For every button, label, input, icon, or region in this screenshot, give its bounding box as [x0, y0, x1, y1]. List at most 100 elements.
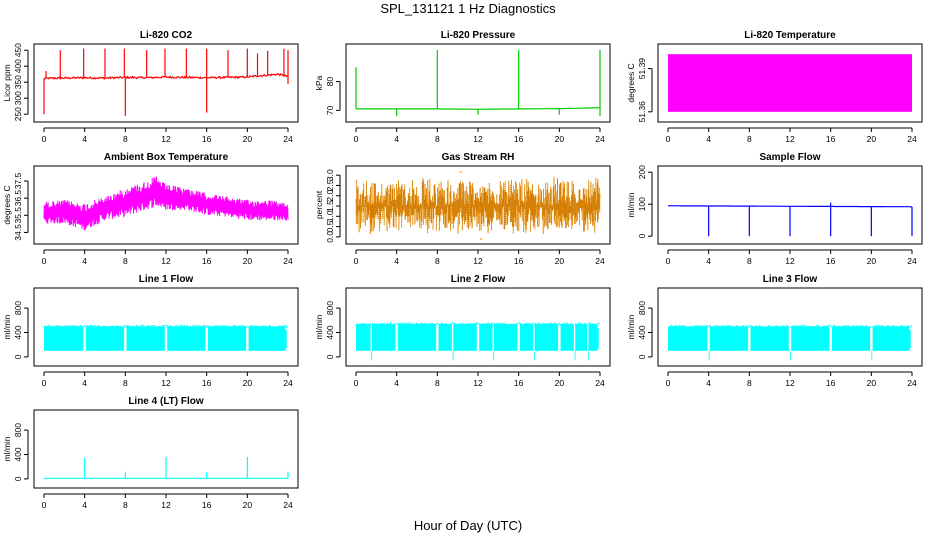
y-tick-label: 0 [325, 354, 335, 359]
chart-title: Line 1 Flow [139, 274, 194, 285]
x-tick-label: 16 [514, 378, 524, 388]
data-band [438, 323, 477, 351]
chart-title: Line 3 Flow [763, 274, 818, 285]
x-tick-label: 8 [747, 134, 752, 144]
chart-panel: Line 1 Flow ml/min 0 4 8 12 16 20 24 0 400 800 [2, 274, 299, 388]
chart-title: Li-820 Temperature [744, 30, 836, 41]
y-axis-label: ml/min [2, 436, 12, 461]
x-tick-label: 4 [82, 256, 87, 266]
data-band [791, 326, 830, 351]
x-tick-label: 20 [243, 378, 253, 388]
chart-title: Ambient Box Temperature [104, 152, 229, 163]
data-group [355, 171, 601, 240]
data-point [459, 171, 462, 174]
data-group [355, 49, 601, 117]
data-group [355, 321, 601, 361]
x-tick-label: 16 [202, 134, 212, 144]
y-axis-label: kPa [314, 75, 324, 90]
y-tick-label: 250 [13, 107, 23, 121]
y-tick-label: 400 [13, 59, 23, 73]
y-axis-label: ml/min [626, 314, 636, 339]
x-tick-label: 12 [161, 134, 171, 144]
x-tick-label: 4 [82, 134, 87, 144]
y-tick-label: 34.5 [13, 224, 23, 241]
y-tick-label: 350 [13, 75, 23, 89]
data-band [479, 323, 518, 351]
y-axis-label: degrees C [626, 63, 636, 102]
x-tick-label: 24 [595, 134, 605, 144]
y-tick-label: 36.5 [13, 190, 23, 207]
x-tick-label: 16 [514, 134, 524, 144]
x-tick-label: 16 [202, 378, 212, 388]
plot-frame [33, 43, 299, 123]
x-tick-label: 24 [907, 256, 917, 266]
x-tick-label: 0 [666, 378, 671, 388]
x-tick-label: 8 [123, 500, 128, 510]
chart-panel: Sample Flow ml/min 0 4 8 12 16 20 24 0 100 200 [626, 152, 923, 266]
y-tick-label: 2.0 [325, 190, 335, 202]
y-tick-label: 400 [637, 325, 647, 339]
data-group [43, 176, 289, 231]
y-tick-label: 1.0 [325, 210, 335, 222]
x-tick-label: 20 [867, 134, 877, 144]
y-tick-label: 80 [325, 77, 335, 87]
x-tick-label: 4 [394, 134, 399, 144]
y-tick-label: 51.36 [637, 101, 647, 123]
data-point [480, 237, 483, 240]
data-band [167, 326, 206, 351]
chart-title: Gas Stream RH [442, 152, 515, 163]
data-band [831, 326, 871, 351]
data-series [355, 321, 601, 327]
y-axis-label: percent [314, 190, 324, 219]
y-tick-label: 800 [13, 423, 23, 437]
data-band [207, 326, 247, 351]
x-tick-label: 4 [706, 378, 711, 388]
x-tick-label: 12 [161, 500, 171, 510]
chart-title: Line 4 (LT) Flow [128, 396, 204, 407]
chart-title: Li-820 Pressure [441, 30, 516, 41]
x-tick-label: 4 [82, 500, 87, 510]
chart-panel: Gas Stream RH percent 0 4 8 12 16 20 24 0.00.51.0… [314, 152, 611, 266]
y-tick-label: 37.5 [13, 172, 23, 189]
chart-panel: Line 4 (LT) Flow ml/min 0 4 8 12 16 20 24 0 400 800 [2, 396, 299, 510]
x-tick-label: 8 [747, 256, 752, 266]
chart-panel: Line 2 Flow ml/min 0 4 8 12 16 20 24 0 400 800 [314, 274, 611, 388]
x-tick-label: 8 [435, 134, 440, 144]
y-tick-label: 0 [13, 354, 23, 359]
y-tick-label: 400 [13, 447, 23, 461]
y-tick-label: 800 [13, 301, 23, 315]
data-band [668, 326, 708, 351]
data-band [248, 326, 286, 351]
y-tick-label: 300 [13, 91, 23, 105]
y-tick-label: 400 [325, 325, 335, 339]
data-group [668, 54, 912, 112]
y-tick-label: 0 [637, 354, 647, 359]
x-tick-label: 0 [42, 378, 47, 388]
plot-frame [657, 287, 923, 367]
y-axis-label: Licor ppm [2, 64, 12, 101]
x-tick-label: 4 [82, 378, 87, 388]
chart-panel: Li-820 CO2 Licor ppm 0 4 8 12 16 20 24 250 300 350 4… [2, 30, 299, 144]
y-tick-label: 100 [637, 197, 647, 211]
data-series [356, 107, 600, 110]
x-tick-label: 20 [243, 256, 253, 266]
x-tick-label: 16 [826, 134, 836, 144]
x-tick-label: 20 [867, 378, 877, 388]
y-tick-label: 0 [637, 234, 647, 239]
x-tick-label: 8 [435, 378, 440, 388]
plot-frame [345, 43, 611, 123]
x-tick-label: 24 [595, 256, 605, 266]
y-tick-label: 400 [13, 325, 23, 339]
y-tick-label: 0.5 [325, 220, 335, 232]
chart-panel: Line 3 Flow ml/min 0 4 8 12 16 20 24 0 400 800 [626, 274, 923, 388]
y-tick-label: 0 [13, 476, 23, 481]
y-tick-label: 800 [325, 301, 335, 315]
y-tick-label: 51.39 [637, 58, 647, 80]
x-tick-label: 8 [747, 378, 752, 388]
x-tick-label: 12 [785, 134, 795, 144]
data-series [43, 176, 289, 231]
chart-title: Sample Flow [759, 152, 820, 163]
x-axis-label: Hour of Day (UTC) [413, 518, 523, 533]
x-tick-label: 20 [555, 378, 565, 388]
plot-frame [33, 409, 299, 489]
